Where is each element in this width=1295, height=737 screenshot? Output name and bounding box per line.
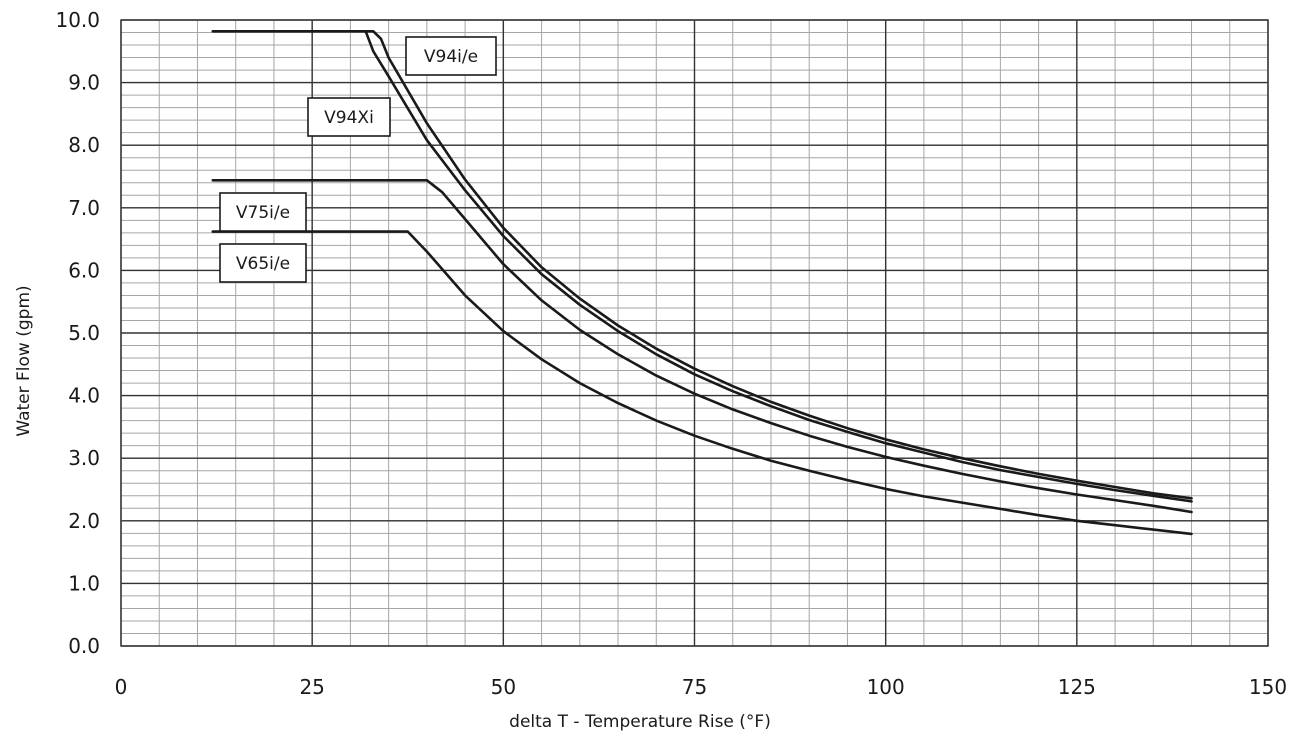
x-tick-label: 100 xyxy=(867,675,905,699)
x-tick-label: 50 xyxy=(491,675,516,699)
series-label-box xyxy=(405,36,497,76)
x-tick-label: 125 xyxy=(1058,675,1096,699)
series-label-v94i-e: V94i/e xyxy=(405,36,497,76)
x-tick-label: 75 xyxy=(682,675,707,699)
y-tick-label: 2.0 xyxy=(68,509,100,533)
series-line-v94xi xyxy=(364,30,1193,503)
series-lines xyxy=(211,30,1193,536)
x-tick-labels: 0 25 50 75 100 125 150 xyxy=(115,675,1287,699)
y-tick-label: 9.0 xyxy=(68,71,100,95)
y-tick-label: 6.0 xyxy=(68,258,100,282)
series-label-text: V94i/e xyxy=(424,47,478,67)
y-tick-label: 0.0 xyxy=(68,634,100,658)
series-label-text: V75i/e xyxy=(236,203,290,223)
x-tick-label: 150 xyxy=(1249,675,1287,699)
y-tick-label: 1.0 xyxy=(68,571,100,595)
series-label-text: V94Xi xyxy=(324,108,374,128)
series-label-v65i-e: V65i/e xyxy=(219,243,307,283)
y-tick-label: 3.0 xyxy=(68,446,100,470)
series-label-v75i-e: V75i/e xyxy=(219,192,307,232)
series-label-v94xi: V94Xi xyxy=(307,97,391,137)
series-label-box xyxy=(307,97,391,137)
series-line-v75i-e xyxy=(211,179,1193,514)
y-tick-labels: 0.0 1.0 2.0 3.0 4.0 5.0 6.0 7.0 8.0 9.0 10.0 xyxy=(55,8,100,658)
plot-area-border xyxy=(120,19,1269,647)
y-tick-label: 5.0 xyxy=(68,321,100,345)
series-label-box xyxy=(219,243,307,283)
series-line-v94i-e xyxy=(211,30,1193,500)
series-line-v65i-e xyxy=(211,230,1193,536)
x-tick-label: 0 xyxy=(115,675,128,699)
x-tick-label: 25 xyxy=(299,675,324,699)
x-axis-label: delta T - Temperature Rise (°F) xyxy=(509,712,771,732)
y-tick-label: 4.0 xyxy=(68,384,100,408)
series-labels: V94i/e V94Xi V75i/e V65i/e xyxy=(219,36,497,283)
series-label-text: V65i/e xyxy=(236,254,290,274)
y-tick-label: 7.0 xyxy=(68,196,100,220)
y-tick-label: 8.0 xyxy=(68,133,100,157)
y-tick-label: 10.0 xyxy=(55,8,100,32)
series-label-box xyxy=(219,192,307,232)
y-axis-label: Water Flow (gpm) xyxy=(14,285,34,436)
